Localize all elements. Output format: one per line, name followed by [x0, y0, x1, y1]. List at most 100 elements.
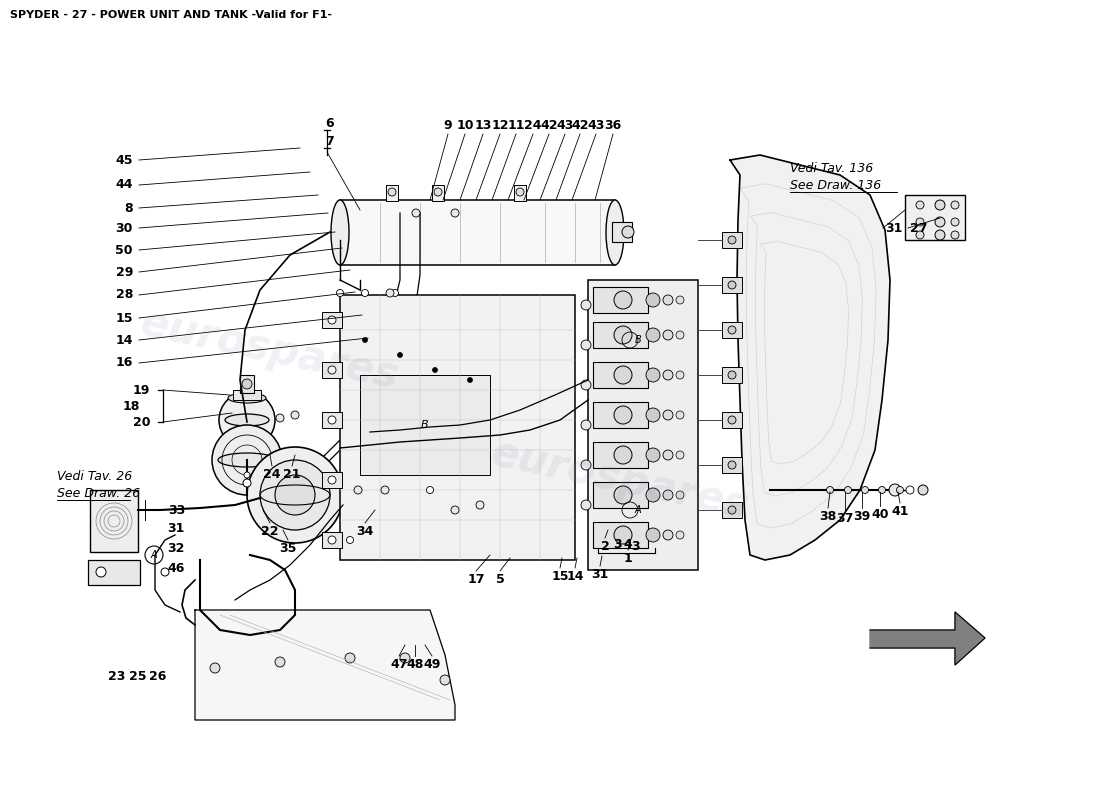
- Text: 9: 9: [443, 119, 452, 132]
- Circle shape: [646, 293, 660, 307]
- Text: 25: 25: [130, 670, 146, 683]
- Text: See Draw. 136: See Draw. 136: [790, 179, 881, 192]
- Circle shape: [432, 367, 438, 373]
- Text: 31: 31: [167, 522, 185, 534]
- Circle shape: [676, 296, 684, 304]
- Ellipse shape: [218, 453, 276, 467]
- Text: 16: 16: [116, 357, 133, 370]
- Ellipse shape: [331, 200, 349, 265]
- Circle shape: [728, 281, 736, 289]
- Circle shape: [952, 218, 959, 226]
- Circle shape: [728, 371, 736, 379]
- Circle shape: [663, 370, 673, 380]
- Bar: [612, 222, 632, 242]
- Text: 43: 43: [557, 119, 574, 132]
- Bar: [90, 490, 138, 552]
- Circle shape: [346, 537, 353, 543]
- Ellipse shape: [226, 414, 270, 426]
- Circle shape: [161, 568, 169, 576]
- Bar: [722, 502, 742, 518]
- Circle shape: [952, 201, 959, 209]
- Bar: [386, 185, 398, 201]
- Text: 39: 39: [854, 510, 870, 523]
- Text: 6: 6: [326, 117, 334, 130]
- Text: B: B: [421, 420, 429, 430]
- Circle shape: [614, 446, 632, 464]
- Text: 2: 2: [601, 540, 609, 553]
- Circle shape: [646, 368, 660, 382]
- Circle shape: [728, 416, 736, 424]
- Bar: [593, 287, 648, 313]
- Circle shape: [275, 657, 285, 667]
- Bar: [233, 390, 261, 400]
- Circle shape: [614, 406, 632, 424]
- Bar: [322, 412, 342, 428]
- Text: 48: 48: [406, 658, 424, 671]
- Text: 32: 32: [167, 542, 185, 554]
- Polygon shape: [195, 610, 455, 720]
- Text: 35: 35: [279, 542, 297, 555]
- Ellipse shape: [228, 393, 266, 403]
- Text: 42: 42: [571, 119, 588, 132]
- Circle shape: [397, 353, 403, 358]
- Circle shape: [516, 188, 524, 196]
- Circle shape: [581, 300, 591, 310]
- Circle shape: [663, 530, 673, 540]
- Bar: [322, 312, 342, 328]
- Bar: [593, 322, 648, 348]
- Circle shape: [676, 491, 684, 499]
- Circle shape: [440, 675, 450, 685]
- Bar: [722, 367, 742, 383]
- Text: 17: 17: [468, 573, 485, 586]
- Circle shape: [614, 366, 632, 384]
- Circle shape: [581, 420, 591, 430]
- Circle shape: [276, 414, 284, 422]
- Circle shape: [935, 200, 945, 210]
- Circle shape: [451, 506, 459, 514]
- Circle shape: [328, 476, 336, 484]
- Bar: [340, 200, 615, 265]
- Text: Vedi Tav. 136: Vedi Tav. 136: [790, 162, 873, 175]
- Bar: [514, 185, 526, 201]
- Circle shape: [363, 338, 367, 342]
- Circle shape: [581, 340, 591, 350]
- Bar: [593, 362, 648, 388]
- Circle shape: [362, 290, 369, 297]
- Circle shape: [412, 209, 420, 217]
- Text: 10: 10: [456, 119, 474, 132]
- Text: 15: 15: [551, 570, 569, 583]
- Text: 23: 23: [108, 670, 125, 683]
- Text: 19: 19: [133, 383, 150, 397]
- Circle shape: [952, 231, 959, 239]
- Text: 4: 4: [624, 538, 632, 551]
- Text: eurospares: eurospares: [136, 302, 403, 398]
- Circle shape: [434, 188, 442, 196]
- Circle shape: [210, 663, 220, 673]
- Circle shape: [663, 295, 673, 305]
- Text: 11: 11: [507, 119, 525, 132]
- Bar: [432, 185, 444, 201]
- Circle shape: [292, 411, 299, 419]
- Circle shape: [392, 290, 398, 297]
- Circle shape: [889, 484, 901, 496]
- Text: 12: 12: [492, 119, 508, 132]
- Bar: [722, 457, 742, 473]
- Circle shape: [935, 230, 945, 240]
- Bar: [322, 362, 342, 378]
- Text: 18: 18: [122, 399, 140, 413]
- Circle shape: [328, 366, 336, 374]
- Circle shape: [581, 500, 591, 510]
- Circle shape: [879, 486, 886, 494]
- Circle shape: [728, 326, 736, 334]
- Text: 15: 15: [116, 311, 133, 325]
- Text: 13: 13: [474, 119, 492, 132]
- Text: A: A: [151, 550, 157, 560]
- Bar: [722, 232, 742, 248]
- Text: 37: 37: [836, 512, 854, 525]
- Text: 27: 27: [910, 222, 927, 234]
- Text: 20: 20: [132, 415, 150, 429]
- Text: 31: 31: [592, 568, 608, 581]
- Circle shape: [918, 485, 928, 495]
- Circle shape: [646, 488, 660, 502]
- Circle shape: [476, 501, 484, 509]
